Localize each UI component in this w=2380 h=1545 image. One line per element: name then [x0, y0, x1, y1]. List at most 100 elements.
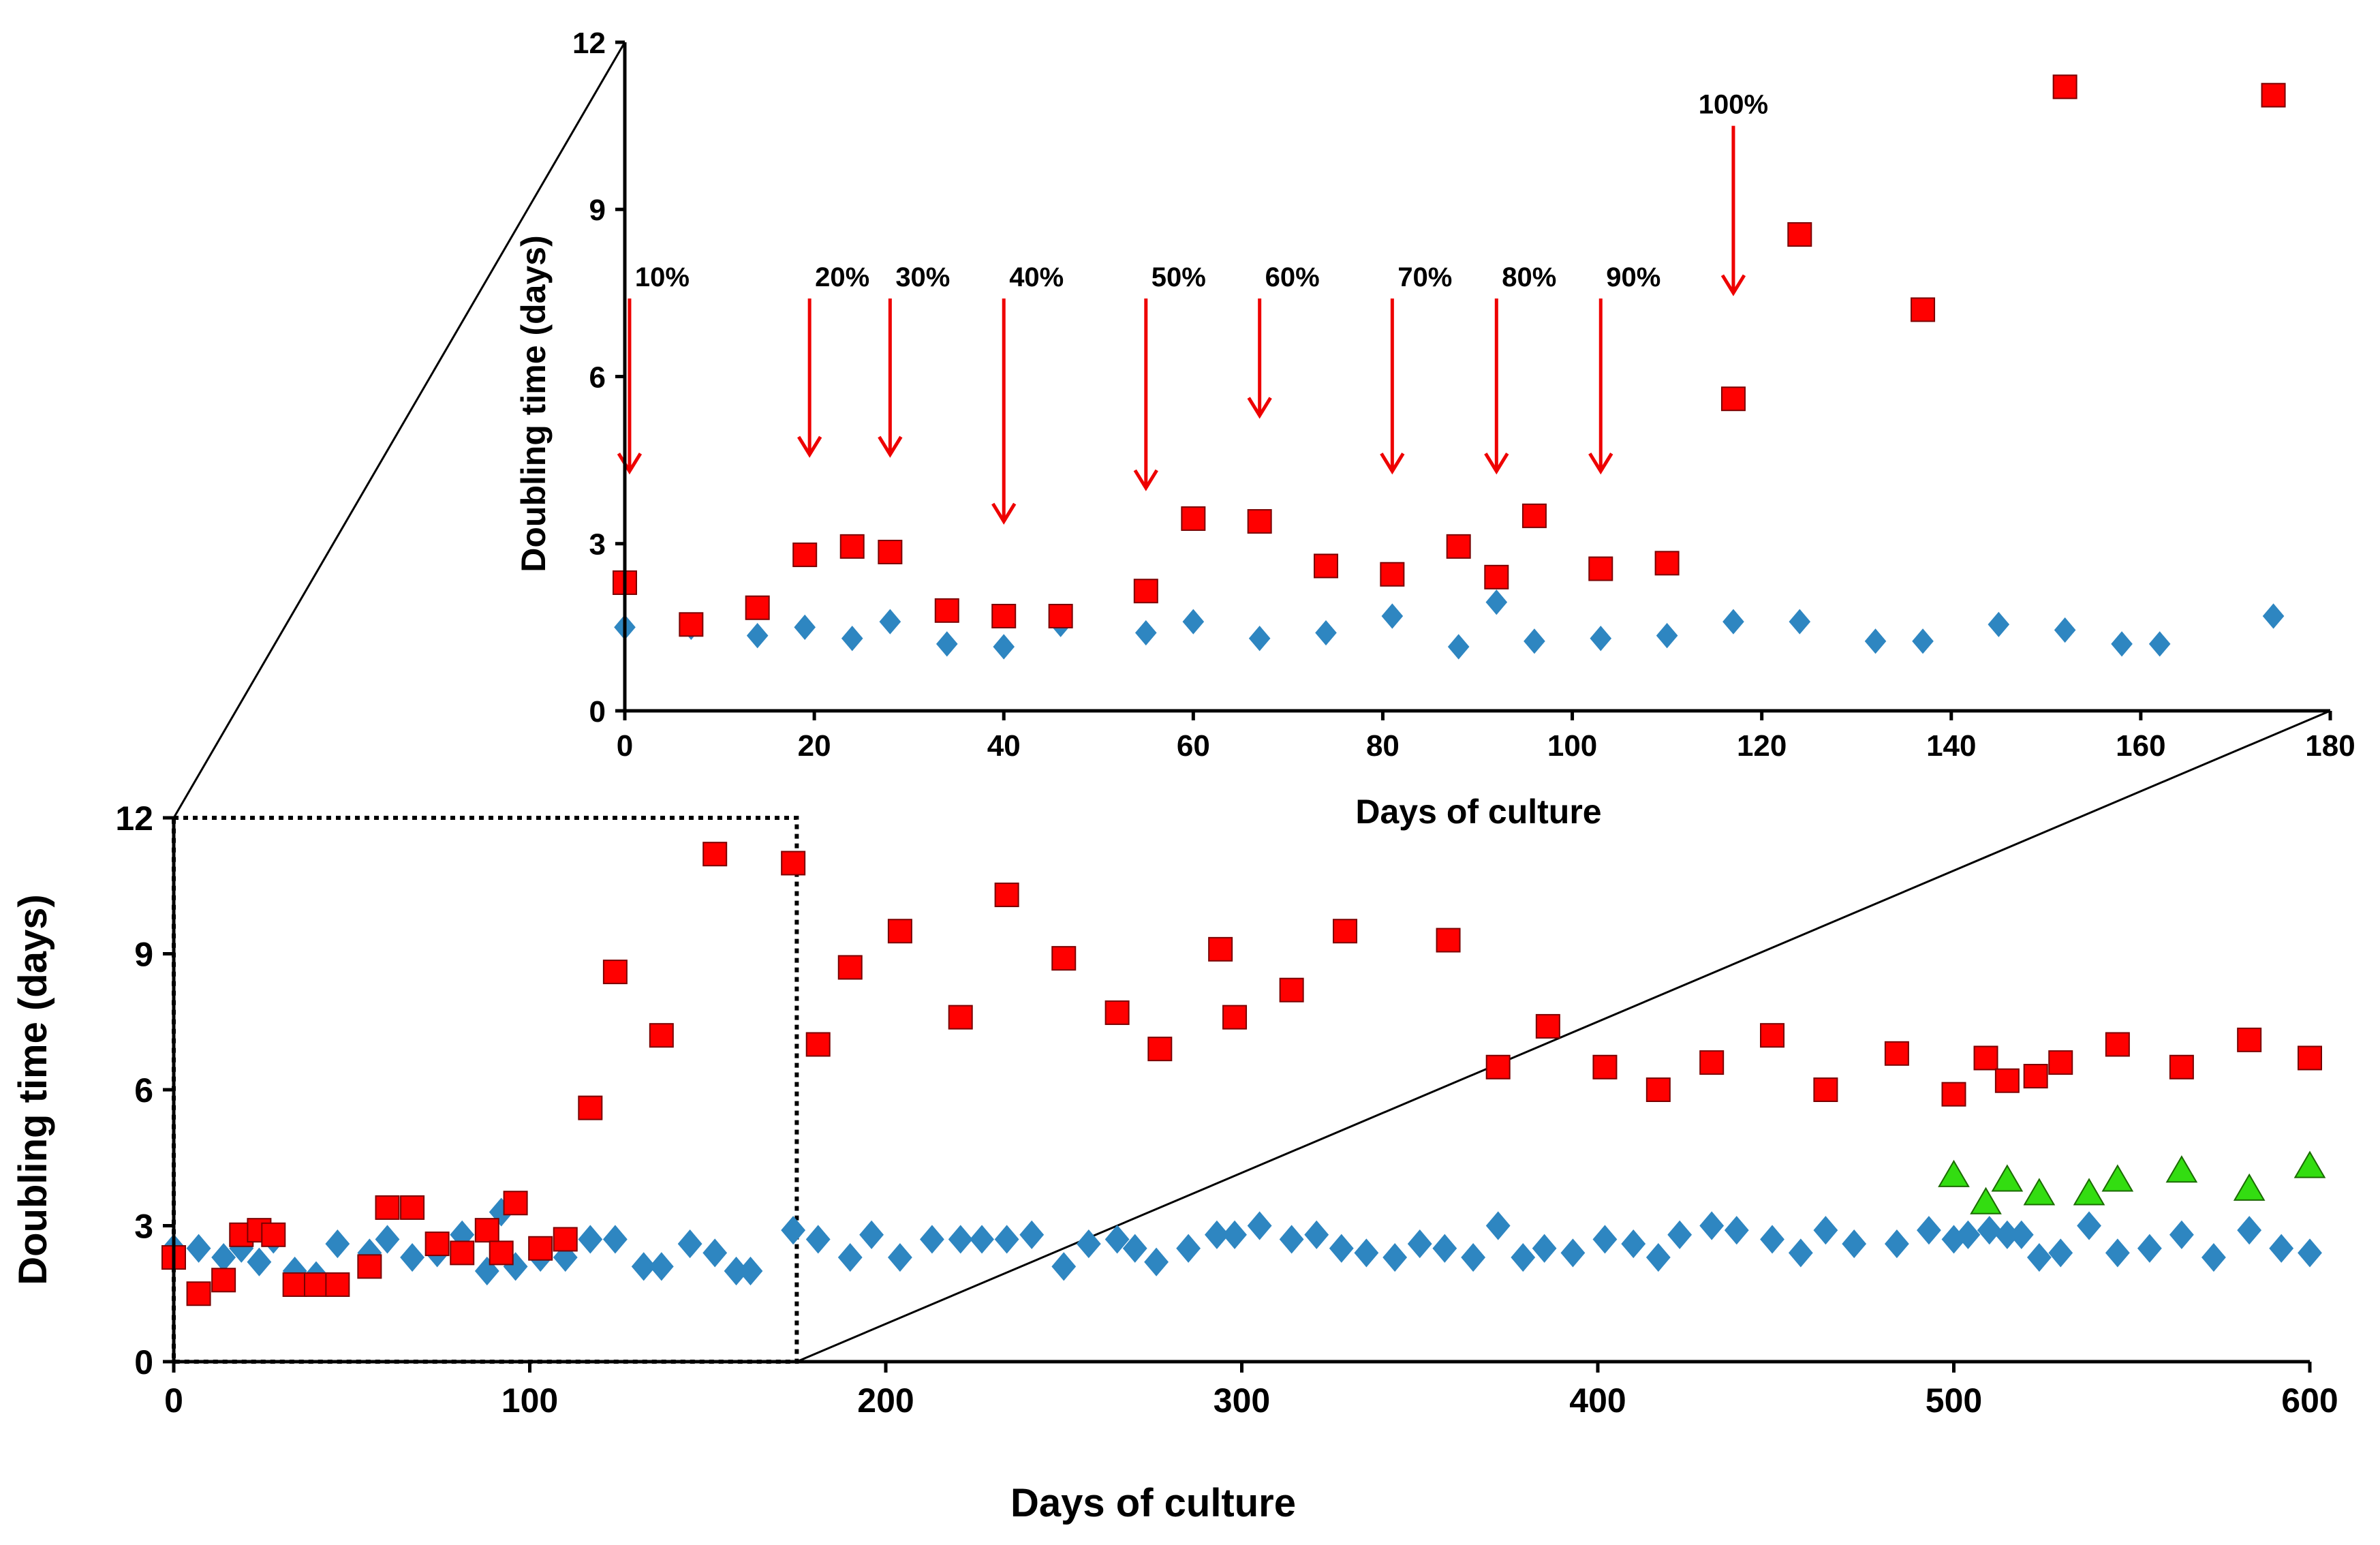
annotation-arrow-head: [991, 502, 1017, 525]
inset-point-diamond: [1988, 611, 2010, 637]
main-point-diamond: [1354, 1238, 1379, 1268]
inset-point-diamond: [1485, 589, 1508, 615]
annotation-label: 50%: [1152, 262, 1206, 292]
main-point-diamond: [1699, 1211, 1725, 1240]
main-point-square: [1813, 1077, 1838, 1102]
inset-point-square: [1247, 509, 1272, 534]
main-point-square: [602, 960, 628, 985]
inset-point-square: [1133, 579, 1158, 604]
main-point-diamond: [781, 1216, 806, 1245]
main-point-diamond: [1205, 1220, 1229, 1249]
main-point-diamond: [1956, 1220, 1981, 1249]
main-point-diamond: [1788, 1238, 1813, 1268]
main-x-tick-label: 100: [501, 1381, 558, 1420]
main-point-square: [837, 955, 863, 980]
main-point-square: [2105, 1032, 2130, 1057]
inset-point-square: [934, 598, 959, 623]
main-point-diamond: [1994, 1220, 2020, 1249]
main-point-square: [450, 1240, 475, 1266]
inset-point-diamond: [1656, 623, 1678, 649]
main-point-diamond: [1304, 1220, 1329, 1249]
inset-point-square: [2052, 74, 2077, 100]
main-point-diamond: [1247, 1211, 1272, 1240]
inset-point-diamond: [1789, 609, 1811, 634]
main-point-diamond: [1724, 1216, 1749, 1245]
inset-point-diamond: [993, 634, 1015, 660]
main-point-square: [805, 1032, 831, 1057]
main-point-diamond: [2009, 1220, 2034, 1249]
main-point-square: [2237, 1027, 2262, 1052]
main-point-triangle: [2073, 1178, 2105, 1206]
main-point-square: [1760, 1023, 1785, 1048]
main-point-square: [948, 1005, 973, 1030]
main-point-square: [1973, 1045, 1998, 1071]
inset-point-diamond: [2262, 603, 2285, 629]
annotation-arrow-head: [1133, 469, 1158, 491]
main-point-diamond: [649, 1252, 674, 1281]
inset-point-square: [1588, 556, 1613, 581]
main-point-square: [578, 1095, 603, 1120]
inset-point-square: [2261, 82, 2286, 108]
main-point-diamond: [474, 1256, 499, 1286]
inset-point-diamond: [1590, 626, 1612, 652]
main-point-diamond: [948, 1225, 973, 1254]
annotation-arrow-head: [797, 435, 822, 458]
main-point-diamond: [1760, 1225, 1784, 1254]
inset-x-tick-label: 40: [987, 729, 1021, 763]
main-point-diamond: [920, 1225, 944, 1254]
inset-point-diamond: [936, 631, 958, 657]
main-point-diamond: [1432, 1234, 1457, 1263]
main-point-square: [2169, 1054, 2194, 1080]
inset-x-tick-label: 100: [1547, 729, 1597, 763]
main-point-diamond: [994, 1225, 1019, 1254]
main-point-diamond: [702, 1238, 728, 1268]
main-point-diamond: [1104, 1225, 1130, 1254]
main-x-tick-label: 500: [1926, 1381, 1982, 1420]
annotation-arrow-head: [1588, 453, 1613, 475]
main-point-square: [1485, 1054, 1511, 1080]
inset-x-tick-label: 0: [617, 729, 633, 763]
inset-point-diamond: [1248, 626, 1271, 652]
main-point-diamond: [859, 1220, 884, 1249]
main-point-diamond: [1560, 1238, 1586, 1268]
main-point-triangle: [2293, 1150, 2326, 1178]
inset-y-tick-label: 3: [589, 528, 606, 562]
main-point-diamond: [970, 1225, 994, 1254]
inset-point-square: [679, 612, 704, 637]
inset-x-tick-label: 80: [1366, 729, 1400, 763]
inset-y-tick-label: 12: [572, 27, 606, 60]
inset-x-tick-label: 20: [798, 729, 831, 763]
main-point-triangle: [1938, 1159, 1970, 1187]
main-point-diamond: [677, 1229, 702, 1259]
main-point-diamond: [602, 1225, 628, 1254]
inset-point-diamond: [2148, 631, 2171, 657]
main-point-triangle: [2233, 1173, 2266, 1201]
main-point-diamond: [1176, 1234, 1201, 1263]
main-point-diamond: [186, 1234, 211, 1263]
inset-point-square: [991, 604, 1017, 629]
main-x-tick-label: 300: [1214, 1381, 1270, 1420]
inset-point-diamond: [1315, 619, 1337, 646]
main-point-diamond: [1051, 1252, 1077, 1281]
inset-point-diamond: [1524, 628, 1545, 654]
inset-point-diamond: [1864, 628, 1887, 654]
annotation-label: 20%: [815, 262, 869, 292]
main-point-diamond: [1842, 1229, 1867, 1259]
main-point-square: [1147, 1037, 1173, 1062]
annotation-label: 30%: [895, 262, 950, 292]
main-point-diamond: [2298, 1238, 2322, 1268]
main-point-square: [1994, 1068, 2020, 1093]
main-point-diamond: [1144, 1247, 1169, 1276]
main-point-diamond: [375, 1225, 400, 1254]
main-point-square: [1645, 1077, 1671, 1102]
inset-point-square: [792, 542, 818, 568]
main-point-diamond: [1511, 1242, 1536, 1272]
main-y-tick-label: 6: [134, 1071, 153, 1110]
main-y-tick-label: 12: [115, 799, 153, 838]
main-point-square: [781, 851, 806, 876]
inset-x-tick-label: 180: [2305, 729, 2355, 763]
main-point-diamond: [1917, 1216, 1941, 1245]
main-point-diamond: [1279, 1225, 1304, 1254]
main-point-diamond: [247, 1247, 272, 1276]
